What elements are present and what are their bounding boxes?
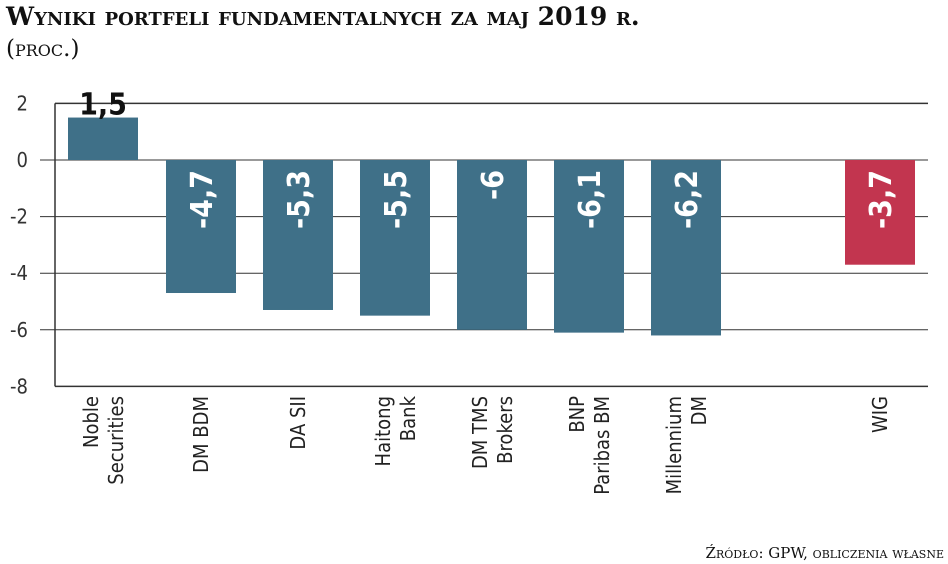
x-tick-label: BNP <box>565 396 589 433</box>
x-tick-label: Haitong <box>371 396 395 466</box>
x-tick-label: Noble <box>79 396 103 448</box>
y-tick-label: -2 <box>10 205 28 229</box>
data-label: -4,7 <box>185 170 220 229</box>
data-label: -5,3 <box>282 170 317 229</box>
data-label: 1,5 <box>79 88 127 123</box>
source-note: Źródło: GPW, obliczenia własne <box>705 544 944 562</box>
x-tick-label: Securities <box>104 396 128 485</box>
y-tick-label: -8 <box>10 374 28 398</box>
y-tick-label: -4 <box>10 261 28 285</box>
y-tick-label: -6 <box>10 318 28 342</box>
x-tick-label: DM BDM <box>189 396 213 473</box>
data-label: -3,7 <box>864 170 899 229</box>
chart-subtitle: (proc.) <box>6 36 80 62</box>
bar <box>68 117 138 160</box>
data-label: -6,1 <box>573 170 608 229</box>
x-tick-label: Brokers <box>493 396 517 464</box>
x-tick-label: WIG <box>868 396 892 433</box>
x-tick-label: Paribas BM <box>590 396 614 495</box>
bar <box>166 160 236 294</box>
chart-title: Wyniki portfeli fundamentalnych za maj 2… <box>6 2 640 31</box>
x-tick-label: DA SII <box>286 396 310 450</box>
x-tick-label: Millennium <box>662 396 686 494</box>
y-tick-label: 0 <box>17 148 28 172</box>
data-label: -6 <box>476 170 511 200</box>
bar <box>845 160 915 265</box>
data-label: -5,5 <box>379 170 414 229</box>
x-tick-label: DM <box>687 396 711 425</box>
x-tick-label: Bank <box>396 395 420 441</box>
data-label: -6,2 <box>670 170 705 229</box>
y-tick-label: 2 <box>17 91 28 115</box>
bar <box>457 160 527 330</box>
bar <box>360 160 430 316</box>
bar <box>554 160 624 333</box>
x-tick-label: DM TMS <box>468 396 492 469</box>
bar <box>651 160 721 336</box>
bar <box>263 160 333 310</box>
